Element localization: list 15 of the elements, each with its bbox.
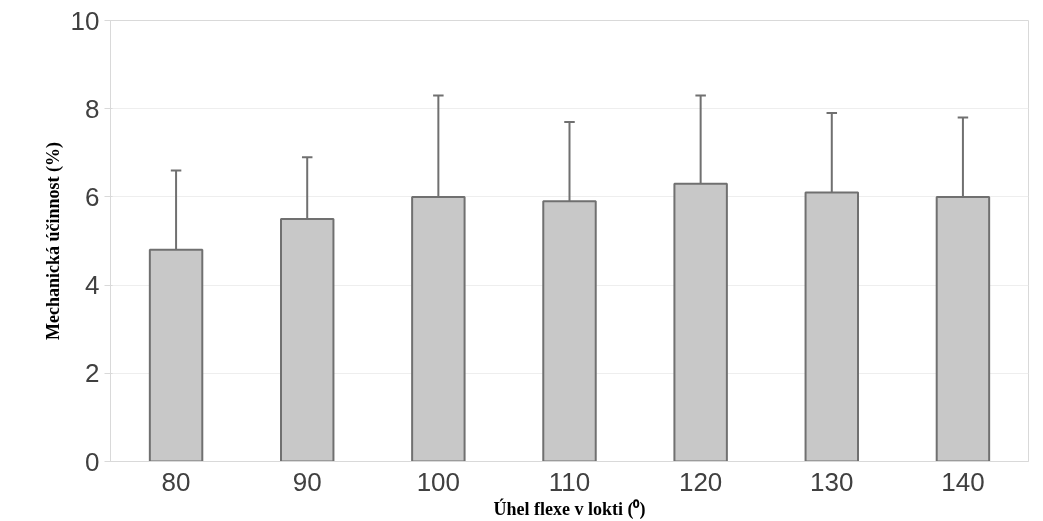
x-tick-label: 90 — [292, 466, 322, 497]
y-tick-label: 4 — [85, 270, 100, 301]
x-tick-label: 130 — [810, 466, 854, 497]
x-tick-label: 100 — [416, 466, 461, 497]
y-tick-label: 8 — [85, 93, 100, 124]
x-tick-label: 140 — [941, 466, 985, 497]
y-tick-label: 2 — [85, 358, 100, 389]
y-tick-label: 10 — [70, 5, 100, 36]
x-tick-label: 80 — [161, 466, 191, 497]
y-tick-label: 0 — [85, 446, 100, 477]
y-tick-label: 6 — [85, 181, 100, 212]
x-axis-title: Úhel flexe v lokti (⁰) — [493, 497, 646, 520]
x-tick-label: 120 — [678, 466, 723, 497]
x-tick-label: 110 — [548, 466, 591, 497]
y-axis-title: Mechanická účinnost (%) — [42, 141, 64, 340]
